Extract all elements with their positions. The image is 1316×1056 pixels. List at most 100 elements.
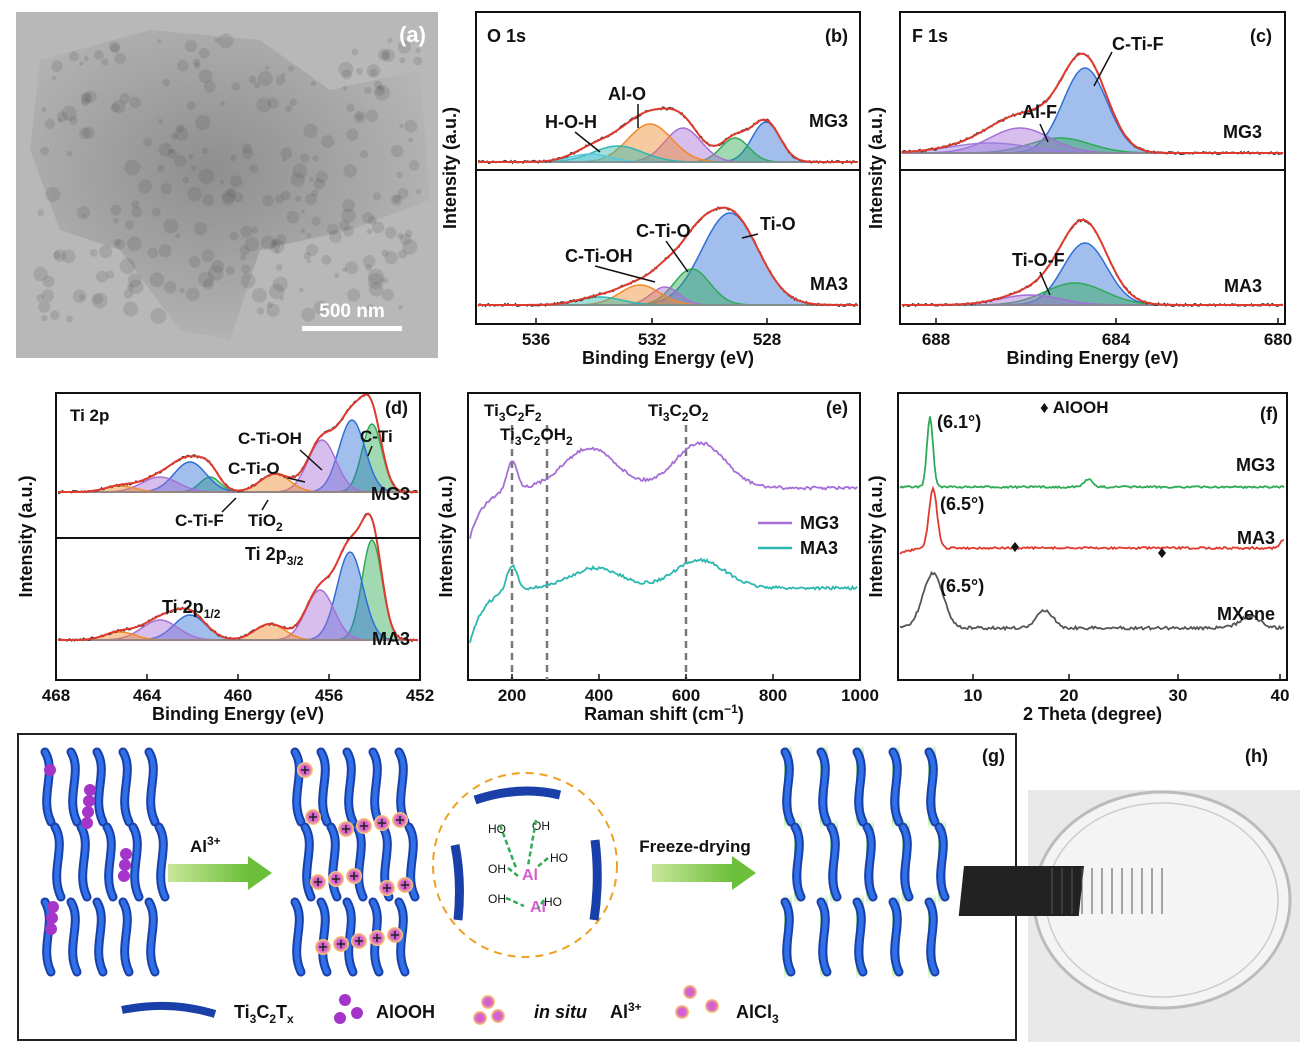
tem-grain	[110, 43, 121, 54]
tem-grain	[311, 189, 319, 197]
tem-grain	[312, 155, 319, 162]
phase-label: Ti3C2F2	[484, 401, 542, 424]
tem-grain	[56, 111, 68, 122]
tem-grain	[66, 150, 73, 157]
panel-title: Ti 2p	[70, 406, 109, 425]
tem-grain	[351, 48, 359, 56]
sheet-face	[900, 824, 912, 900]
fit-envelope	[902, 218, 1283, 306]
tem-grain	[311, 216, 321, 226]
tem-grain	[52, 251, 61, 259]
peak-label: Ti-O	[760, 214, 796, 234]
text-part: Ti	[500, 425, 515, 444]
sheet-face	[818, 899, 830, 975]
text-part: 3+	[207, 834, 221, 848]
bond-label: OH	[488, 862, 506, 876]
tem-grain	[242, 143, 252, 154]
tem-grain	[175, 233, 181, 239]
ion-plus	[373, 934, 381, 942]
text-part: 2	[518, 410, 525, 424]
tem-grain	[198, 168, 215, 185]
text-part: OH	[540, 425, 566, 444]
tem-grain	[124, 159, 141, 176]
legend-dot	[339, 994, 351, 1006]
line	[1093, 51, 1113, 87]
x-tick-label: 532	[638, 330, 666, 349]
tem-grain	[399, 233, 412, 245]
tem-grain	[404, 119, 418, 133]
tem-grain	[167, 148, 178, 159]
sheet-face	[130, 824, 142, 900]
tem-grain	[390, 144, 404, 158]
panel-frame	[17, 733, 1017, 1041]
tem-grain	[81, 92, 91, 102]
tem-grain	[233, 192, 244, 203]
sample-label: MA3	[1237, 528, 1275, 548]
tem-grain	[397, 40, 411, 54]
tem-grain	[303, 252, 312, 260]
tem-grain	[346, 128, 359, 141]
text-part: Al	[190, 837, 207, 856]
sheet-face	[318, 749, 330, 825]
alooh-dot	[83, 795, 95, 807]
tem-grain	[300, 228, 306, 234]
tem-grain	[61, 249, 76, 264]
text-part: C	[506, 401, 518, 420]
tem-grain	[158, 142, 173, 157]
tem-grain	[387, 37, 393, 44]
tem-grain	[179, 287, 185, 294]
tem-grain	[373, 80, 382, 89]
marker-legend: ♦ AlOOH	[1040, 398, 1109, 417]
tem-grain	[374, 84, 390, 101]
line	[574, 131, 601, 153]
tem-grain	[119, 93, 131, 104]
sheet-face	[344, 749, 356, 825]
sheet-face	[120, 899, 132, 975]
tem-grain	[372, 192, 382, 201]
tem-grain	[240, 254, 247, 261]
ion-plus	[301, 766, 309, 774]
text-part: −1	[724, 702, 738, 716]
panel-label: (c)	[1250, 26, 1272, 46]
tem-grain	[49, 310, 60, 321]
ion-plus	[309, 813, 317, 821]
fit-envelope	[478, 206, 858, 306]
tem-grain	[303, 123, 318, 138]
sheet-face	[156, 824, 168, 900]
tem-grain	[315, 170, 328, 184]
peak-label: C-Ti-F	[175, 511, 224, 530]
tem-grain	[365, 109, 379, 122]
sheet-face	[890, 749, 902, 825]
tem-grain	[129, 279, 144, 295]
text-part: Raman shift (cm	[584, 704, 724, 724]
ion-plus	[314, 878, 322, 886]
plot-frame	[475, 11, 861, 325]
tem-grain	[381, 249, 389, 257]
tem-grain	[33, 266, 48, 282]
tem-grain	[280, 190, 291, 201]
tem-grain	[372, 221, 385, 234]
text-part: 2	[682, 410, 689, 424]
scale-bar	[302, 326, 402, 331]
plot-frame	[899, 11, 1286, 325]
tem-grain	[188, 255, 201, 268]
peak-label: C-Ti-OH	[565, 246, 633, 266]
sheet-face	[68, 749, 80, 825]
trace	[469, 441, 858, 539]
alooh-marker	[1158, 548, 1166, 558]
sheet-face	[78, 824, 90, 900]
tem-grain	[193, 222, 208, 236]
tem-grain	[280, 72, 286, 78]
tem-grain	[369, 68, 378, 77]
sample-label: MXene	[1217, 604, 1275, 624]
tem-grain	[241, 264, 251, 274]
tem-grain	[282, 157, 287, 162]
legend-sheet	[121, 1001, 217, 1018]
y-axis-label: Intensity (a.u.)	[436, 475, 456, 597]
peak-label: Al-O	[608, 84, 646, 104]
mxene-foam	[958, 866, 1084, 916]
legend-ion	[481, 995, 495, 1009]
tem-grain	[51, 60, 63, 72]
tem-grain	[396, 232, 404, 240]
